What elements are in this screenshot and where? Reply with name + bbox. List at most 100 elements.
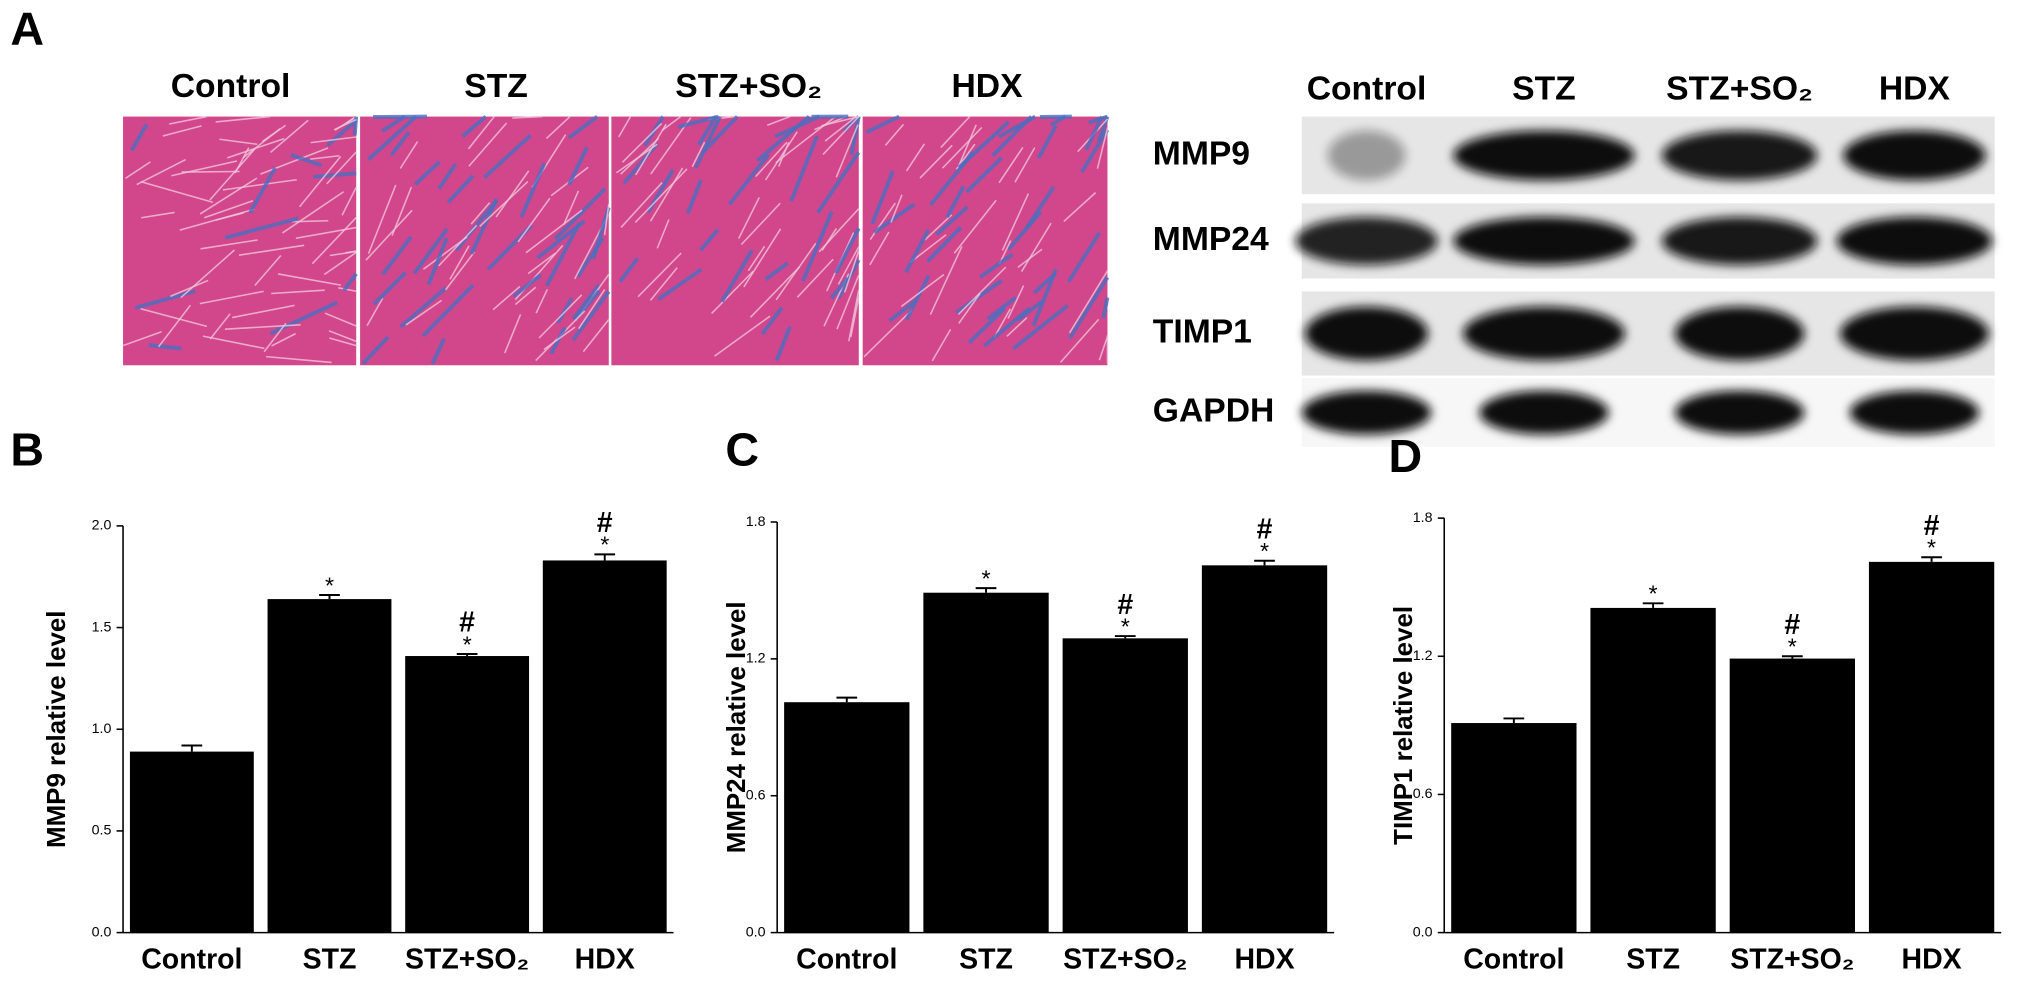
tissue-fiber: [421, 283, 475, 338]
tissue-fiber: [957, 266, 1007, 315]
panel-label: C: [725, 424, 759, 476]
tissue-fiber: [469, 198, 499, 255]
bar: [1201, 565, 1328, 933]
tissue-fiber: [993, 308, 1011, 338]
tissue-fiber: [929, 246, 963, 315]
tissue-fiber: [261, 124, 287, 143]
histology-label: Control: [171, 68, 291, 105]
tissue-fiber: [571, 290, 611, 342]
tissue-fiber: [495, 170, 530, 218]
tissue-fiber: [224, 324, 301, 330]
bar: [1451, 723, 1577, 933]
tissue-fiber: [850, 296, 860, 338]
tissue-fiber: [824, 115, 857, 142]
tissue-fiber: [958, 293, 981, 324]
tissue-fiber: [582, 319, 610, 353]
tissue-fiber: [254, 255, 282, 287]
blot-band: [1661, 130, 1818, 181]
tissue-fiber: [567, 146, 589, 186]
tissue-fiber: [1068, 276, 1110, 340]
tissue-fiber: [656, 219, 670, 249]
tissue-fiber: [512, 273, 542, 298]
tissue-fiber: [1066, 232, 1101, 283]
tissue-fiber: [890, 194, 903, 223]
tissue-fiber: [389, 131, 411, 157]
tissue-fiber: [282, 191, 345, 234]
tissue-fiber: [341, 186, 357, 216]
tissue-fiber: [863, 309, 913, 358]
tissue-fiber: [1088, 114, 1109, 125]
tissue-fiber: [919, 144, 953, 179]
bar: [129, 751, 254, 933]
tissue-fiber: [514, 286, 537, 306]
tissue-fiber: [180, 249, 235, 299]
tissue-fiber: [326, 151, 357, 185]
tissue-fiber: [1063, 192, 1097, 223]
tissue-fiber: [904, 228, 931, 274]
tissue-fiber: [685, 179, 703, 215]
tissue-fiber: [365, 209, 413, 261]
tissue-fiber: [924, 214, 953, 241]
bar: [784, 702, 910, 933]
tissue-fiber: [461, 115, 488, 138]
tissue-fiber: [329, 337, 357, 347]
tissue-fiber: [764, 131, 798, 181]
tissue-fiber: [677, 114, 719, 129]
bar: [923, 592, 1049, 933]
x-tick-label: STZ: [1626, 944, 1680, 976]
bar: [1729, 658, 1856, 933]
bar: [542, 560, 667, 933]
tissue-fiber: [122, 331, 162, 347]
tissue-fiber: [199, 177, 258, 215]
tissue-fiber: [940, 116, 971, 149]
tissue-fiber: [553, 187, 607, 241]
tissue-fiber: [835, 124, 859, 178]
tissue-fiber: [618, 257, 640, 284]
tissue-fiber: [129, 123, 149, 152]
histology-image: [862, 116, 1108, 366]
tissue-fiber: [328, 330, 357, 343]
tissue-fiber: [591, 206, 611, 260]
tissue-fiber: [504, 314, 522, 354]
y-axis-label: TIMP1 relative level: [1390, 606, 1418, 845]
tissue-fiber: [310, 154, 340, 160]
blot-row-label: MMP9: [1153, 135, 1250, 172]
tissue-fiber: [1101, 297, 1110, 319]
tissue-fiber: [661, 115, 682, 132]
tissue-fiber: [222, 179, 297, 191]
tissue-fiber: [399, 141, 419, 169]
tissue-fiber: [209, 147, 257, 201]
x-tick-label: HDX: [1902, 944, 1962, 976]
significance-marker: #: [597, 507, 613, 539]
tissue-fiber: [1006, 210, 1043, 251]
tissue-fiber: [931, 328, 952, 362]
tissue-fiber: [148, 343, 182, 351]
histology-label: HDX: [951, 68, 1023, 105]
tissue-fiber: [702, 115, 739, 153]
tissue-fiber: [760, 306, 784, 336]
bar: [405, 656, 530, 933]
x-tick-label: STZ+SO₂: [1063, 944, 1187, 976]
tissue-fiber: [224, 216, 299, 240]
x-tick-label: HDX: [1234, 944, 1294, 976]
significance-marker: *: [1927, 535, 1936, 561]
panel-label: A: [10, 3, 44, 55]
tissue-fiber: [361, 335, 390, 365]
tissue-fiber: [1068, 270, 1109, 334]
tissue-fiber: [260, 147, 329, 175]
tissue-fiber: [888, 298, 918, 323]
tissue-fiber: [311, 217, 357, 265]
tissue-fiber: [634, 168, 688, 224]
tissue-fiber: [829, 276, 850, 300]
blot-lane-label: STZ: [1512, 71, 1576, 108]
tissue-fiber: [544, 222, 581, 287]
blot-band: [1849, 390, 1980, 435]
tissue-fiber: [200, 239, 258, 250]
significance-marker: *: [600, 532, 609, 558]
tissue-fiber: [563, 190, 580, 225]
tissue-fiber: [226, 137, 285, 159]
tissue-fiber: [517, 197, 551, 243]
tissue-fiber: [426, 237, 449, 286]
tissue-fiber: [535, 289, 549, 314]
